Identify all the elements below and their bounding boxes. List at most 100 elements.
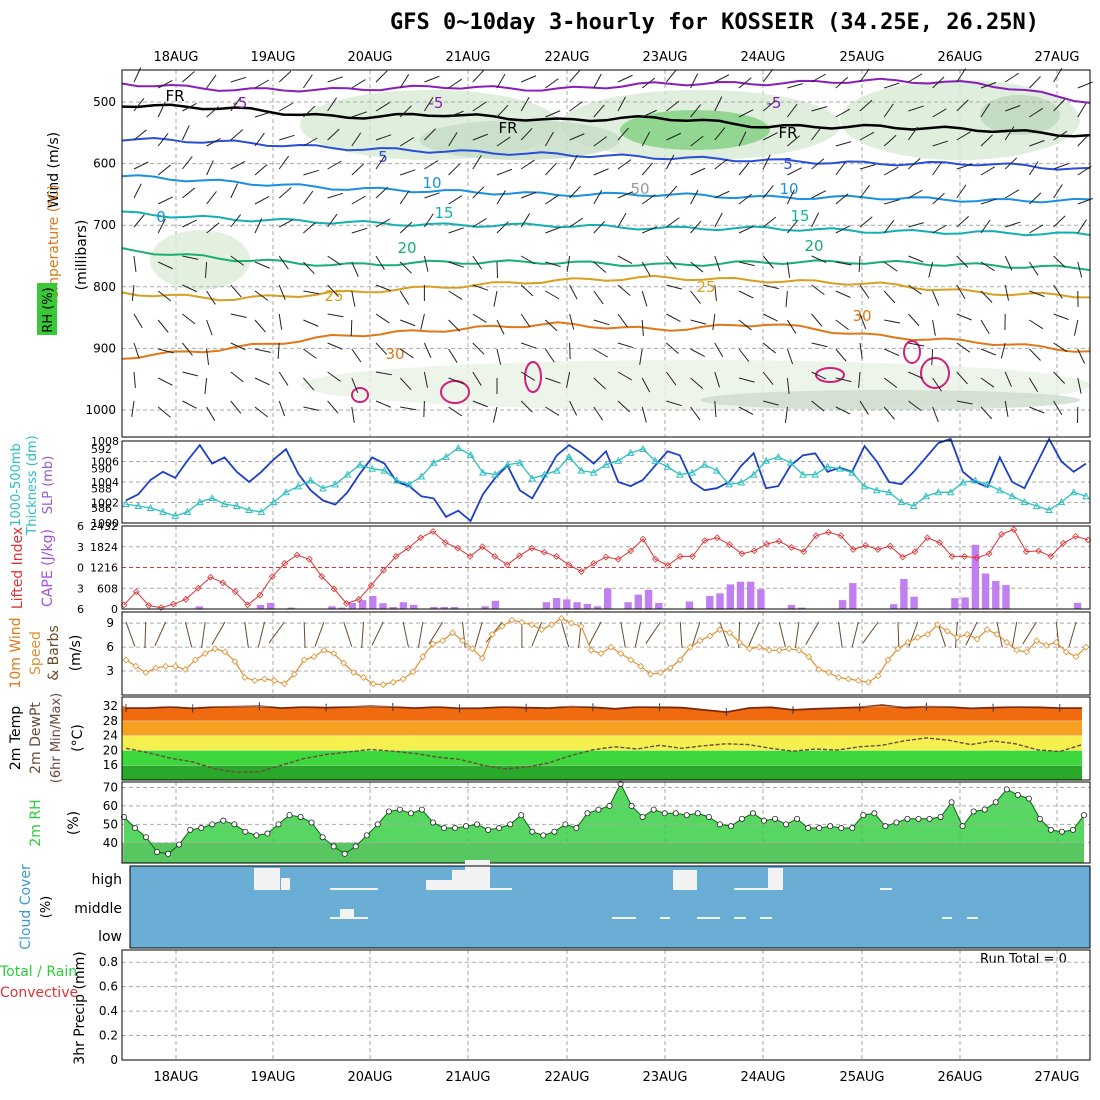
barb-9-3 — [206, 348, 210, 365]
barb-3-6 — [278, 155, 290, 170]
cape-bar-76 — [900, 579, 908, 609]
contour-label-16: 25 — [696, 278, 715, 296]
rh-point-80 — [1003, 786, 1010, 793]
barb-4-19 — [593, 189, 603, 205]
thickness-point-12 — [269, 498, 278, 506]
barb-7-35 — [980, 290, 993, 303]
wind-barb-36 — [474, 621, 483, 648]
wind-barb-8 — [201, 621, 206, 648]
barb-5-32 — [908, 222, 924, 228]
thickness-point-46 — [688, 468, 696, 476]
contour-label-20: 50 — [630, 180, 649, 198]
wind-barb-90 — [1011, 621, 1018, 648]
thickness-point-70 — [983, 480, 992, 488]
wind-speed-point-33 — [449, 629, 456, 637]
rh-point-6 — [187, 826, 194, 833]
wind-barb-34 — [461, 621, 466, 648]
rh-point-55 — [727, 823, 734, 830]
rh-point-76 — [959, 823, 966, 830]
barb-6-4 — [230, 255, 245, 266]
cape-bar-23 — [358, 600, 367, 609]
rh-point-38 — [540, 832, 547, 839]
barb-8-22 — [666, 313, 681, 322]
rh-point-69 — [882, 823, 889, 830]
barb-11-32 — [908, 400, 922, 412]
barb-6-30 — [858, 255, 861, 273]
barb-7-15 — [493, 290, 498, 307]
barb-0-34 — [956, 68, 966, 83]
rh-point-82 — [1025, 795, 1032, 802]
barb-6-9 — [351, 261, 359, 277]
barb-10-29 — [835, 377, 852, 383]
barb-3-8 — [327, 160, 342, 170]
barb-11-18 — [569, 400, 578, 416]
wind-barb-96 — [1068, 621, 1077, 648]
barb-8-12 — [420, 313, 425, 330]
barb-4-38 — [1053, 184, 1063, 199]
barb-7-32 — [908, 284, 922, 295]
lifted-index-point-51 — [750, 547, 758, 555]
li-tick--6: 6 — [77, 520, 84, 533]
thickness-point-15 — [306, 476, 315, 484]
barb-2-28 — [811, 126, 822, 141]
barb-11-11 — [400, 406, 417, 411]
barb-5-2 — [182, 219, 197, 228]
barb-11-6 — [278, 400, 286, 417]
cape-bar-45 — [583, 603, 591, 609]
barb-11-16 — [520, 400, 533, 413]
slp-left-tick-590: 590 — [91, 463, 112, 476]
barb-5-7 — [303, 222, 316, 234]
barb-2-21 — [641, 131, 651, 147]
barb-1-19 — [593, 104, 605, 118]
lifted-index-point-27 — [454, 544, 462, 552]
barb-3-22 — [665, 154, 675, 170]
rh-point-7 — [198, 825, 205, 832]
barb-10-18 — [566, 371, 571, 388]
x-tick-top-22AUG: 22AUG — [544, 50, 589, 65]
temp-tick-16: 16 — [103, 758, 118, 772]
barb-3-26 — [762, 154, 771, 170]
cape-bar-60 — [736, 581, 745, 609]
x-tick-top-20AUG: 20AUG — [347, 50, 392, 65]
wind-speed-point-24 — [360, 674, 367, 681]
cape-bar-77 — [910, 596, 918, 609]
lifted-index-point-70 — [985, 550, 993, 558]
cape-bar-65 — [787, 604, 796, 609]
wind-speed-point-58 — [696, 637, 704, 645]
li-tick-3: 3 — [77, 582, 84, 595]
y-tick-900: 900 — [93, 341, 116, 355]
cape-bar-43 — [563, 599, 571, 609]
lifted-index-point-11 — [256, 591, 264, 599]
li-tick-6: 6 — [77, 603, 84, 616]
barb-3-7 — [303, 169, 319, 176]
barb-1-7 — [303, 105, 316, 118]
thickness-point-5 — [183, 507, 192, 515]
barb-7-26 — [763, 284, 779, 290]
barb-9-16 — [521, 342, 537, 349]
cape-bar-75 — [890, 604, 898, 609]
panel-frame-lifted — [121, 525, 1091, 610]
rh-point-30 — [452, 825, 459, 832]
barb-7-34 — [956, 284, 966, 299]
rh-point-65 — [838, 825, 845, 832]
y-tick-700: 700 — [93, 218, 116, 232]
barb-5-29 — [835, 225, 851, 234]
thickness-point-20 — [368, 464, 376, 472]
barb-6-17 — [545, 261, 561, 268]
barb-4-7 — [302, 190, 314, 205]
lifted-index-point-22 — [392, 553, 400, 560]
wind-speed-point-38 — [498, 622, 506, 630]
barb-10-11 — [399, 377, 412, 391]
contour-label-7: 5 — [378, 148, 388, 166]
wind-speed-point-81 — [924, 630, 932, 638]
contour-label-14: 20 — [804, 237, 823, 255]
barb-5-33 — [932, 224, 947, 234]
wind-barb-24 — [361, 621, 365, 648]
barb-9-32 — [908, 342, 925, 347]
cape-bar-51 — [644, 589, 653, 609]
barb-9-1 — [158, 348, 174, 354]
contour-label-5: -5 — [429, 94, 444, 112]
barb-7-21 — [641, 290, 648, 307]
x-tick-bottom-19AUG: 19AUG — [250, 1070, 295, 1085]
barb-10-2 — [182, 371, 199, 377]
